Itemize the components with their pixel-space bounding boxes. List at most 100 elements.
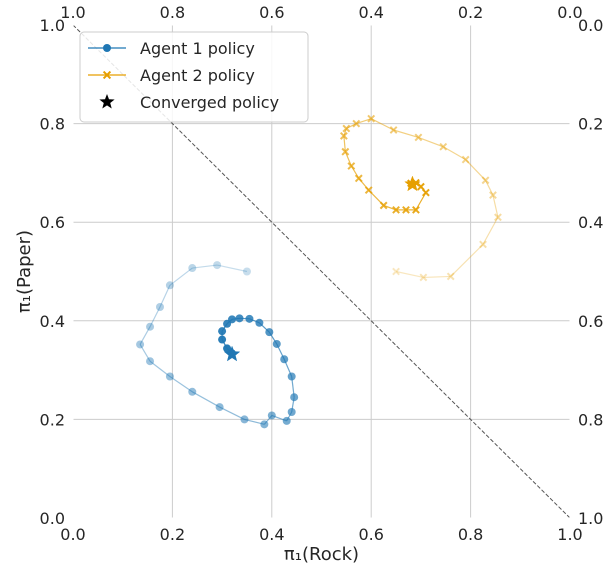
series-1-point bbox=[280, 355, 289, 364]
series-1-point bbox=[240, 415, 249, 424]
y-tick-label: 1.0 bbox=[40, 16, 65, 35]
series-2-segment bbox=[395, 270, 424, 279]
series-1-point bbox=[165, 372, 174, 381]
series-2-point bbox=[342, 124, 351, 133]
series-2-point bbox=[354, 174, 363, 183]
x-tick-label: 0.4 bbox=[259, 525, 284, 544]
legend-converged-marker bbox=[99, 94, 115, 109]
series-2-point bbox=[446, 272, 455, 281]
legend-agent1-label: Agent 1 policy bbox=[140, 39, 255, 58]
series-1-segment bbox=[159, 285, 171, 308]
series-2-segment bbox=[442, 146, 466, 161]
series-2 bbox=[339, 114, 502, 282]
legend-agent1-marker bbox=[103, 44, 111, 52]
series-2-segment bbox=[370, 118, 394, 131]
top-tick-label: 1.0 bbox=[60, 3, 85, 22]
series-2-point bbox=[347, 162, 356, 170]
series-1-segment bbox=[217, 264, 248, 273]
series-2-point bbox=[479, 240, 487, 249]
series-2-point bbox=[481, 176, 490, 185]
right-tick-label: 0.0 bbox=[578, 16, 603, 35]
series-2-point bbox=[389, 126, 398, 134]
tick-labels: 0.00.01.01.00.20.20.80.80.40.40.60.60.60… bbox=[40, 3, 604, 544]
right-tick-label: 0.6 bbox=[578, 312, 603, 331]
series-1-point bbox=[287, 408, 296, 417]
series-1-point bbox=[165, 281, 174, 290]
x-tick-label: 0.2 bbox=[160, 525, 185, 544]
series-2-point bbox=[392, 267, 400, 276]
x-tick-label: 0.0 bbox=[60, 525, 85, 544]
converged-star-1 bbox=[223, 345, 241, 362]
series-1-point bbox=[213, 261, 222, 270]
series-2-point bbox=[489, 191, 497, 199]
series-1-point bbox=[287, 372, 296, 381]
converged-layer bbox=[223, 175, 421, 362]
top-tick-label: 0.2 bbox=[458, 3, 483, 22]
y-tick-label: 0.8 bbox=[40, 115, 65, 134]
top-tick-label: 0.8 bbox=[160, 3, 185, 22]
series-2-segment bbox=[484, 180, 494, 196]
series-1-point bbox=[267, 411, 276, 420]
series-1-segment bbox=[219, 406, 245, 420]
x-tick-label: 0.8 bbox=[458, 525, 483, 544]
series-2-point bbox=[494, 213, 502, 222]
series-2-segment bbox=[343, 135, 346, 152]
series-1-point bbox=[136, 340, 145, 349]
series-1 bbox=[136, 261, 299, 429]
series-2-point bbox=[402, 205, 410, 214]
series-2-point bbox=[367, 114, 376, 123]
series-1-point bbox=[255, 318, 264, 327]
series-2-point bbox=[461, 155, 470, 164]
right-tick-label: 1.0 bbox=[578, 509, 603, 528]
series-1-point bbox=[218, 327, 227, 336]
series-1-point bbox=[146, 322, 155, 331]
legend-box bbox=[79, 31, 309, 123]
top-tick-label: 0.6 bbox=[259, 3, 284, 22]
plot-frame bbox=[72, 24, 571, 519]
series-2-point bbox=[341, 147, 350, 156]
series-2-point bbox=[339, 132, 348, 140]
series-2-segment bbox=[492, 194, 499, 218]
series-2-segment bbox=[418, 136, 444, 148]
converged-star-2 bbox=[404, 175, 421, 192]
series-2-segment bbox=[393, 129, 419, 138]
series-2-point bbox=[419, 273, 428, 282]
legend-entry-converged: Converged policy bbox=[99, 93, 279, 112]
series-2-point bbox=[379, 201, 388, 210]
legend-agent2-marker bbox=[102, 70, 112, 80]
series-1-point bbox=[188, 264, 197, 273]
series-1-point bbox=[155, 302, 164, 311]
legend-entry-agent1: Agent 1 policy bbox=[88, 39, 255, 58]
series-1-segment bbox=[169, 376, 193, 393]
series-2-segment bbox=[423, 275, 451, 279]
series-1-segment bbox=[169, 267, 193, 286]
series-2-segment bbox=[356, 118, 372, 125]
series-1-point bbox=[146, 357, 155, 366]
right-tick-label: 0.4 bbox=[578, 213, 603, 232]
series-1-point bbox=[290, 393, 299, 402]
series-2-segment bbox=[465, 159, 486, 181]
series-2-point bbox=[412, 205, 420, 214]
y-tick-label: 0.6 bbox=[40, 213, 65, 232]
legend-converged-label: Converged policy bbox=[140, 93, 279, 112]
series-1-point bbox=[242, 267, 251, 276]
legend: Agent 1 policy Agent 2 policy Converged … bbox=[79, 31, 309, 123]
series-2-point bbox=[364, 186, 373, 195]
series-1-point bbox=[218, 335, 227, 344]
series-1-point bbox=[188, 387, 197, 396]
series-2-segment bbox=[450, 243, 484, 277]
right-tick-label: 0.8 bbox=[578, 410, 603, 429]
series-1-segment bbox=[149, 360, 171, 377]
series-1-segment bbox=[139, 326, 151, 345]
series-1-point bbox=[260, 420, 269, 429]
top-tick-label: 0.4 bbox=[358, 3, 383, 22]
series-1-point bbox=[223, 344, 232, 353]
series-2-point bbox=[352, 119, 361, 128]
legend-agent2-label: Agent 2 policy bbox=[140, 66, 255, 85]
x-tick-label: 0.6 bbox=[358, 525, 383, 544]
series-1-point bbox=[223, 319, 232, 328]
series-1-segment bbox=[192, 264, 218, 269]
series-layer bbox=[136, 114, 502, 429]
right-tick-label: 0.2 bbox=[578, 115, 603, 134]
